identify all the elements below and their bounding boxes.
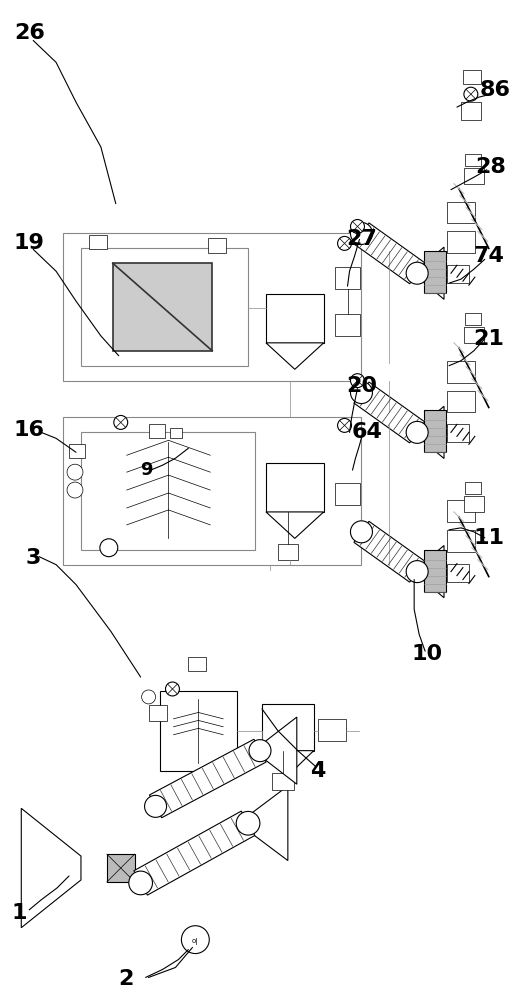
Circle shape bbox=[100, 539, 118, 557]
Bar bbox=[272, 773, 294, 790]
Polygon shape bbox=[266, 343, 324, 369]
Circle shape bbox=[67, 464, 83, 480]
Bar bbox=[464, 168, 484, 184]
Circle shape bbox=[406, 421, 428, 443]
Bar bbox=[447, 530, 475, 552]
Polygon shape bbox=[354, 223, 425, 284]
Bar bbox=[447, 202, 475, 223]
Bar bbox=[335, 314, 361, 336]
Bar bbox=[81, 432, 255, 550]
Text: 10: 10 bbox=[412, 644, 443, 664]
Circle shape bbox=[145, 795, 167, 817]
Circle shape bbox=[406, 561, 428, 583]
Text: o|: o| bbox=[192, 938, 199, 945]
Bar bbox=[464, 496, 484, 512]
Bar bbox=[424, 251, 446, 293]
Bar bbox=[447, 564, 469, 582]
Polygon shape bbox=[266, 512, 324, 538]
Circle shape bbox=[350, 220, 364, 233]
Polygon shape bbox=[419, 247, 444, 299]
Text: 64: 64 bbox=[352, 422, 383, 442]
Bar bbox=[170, 428, 182, 438]
Bar bbox=[424, 410, 446, 452]
Bar bbox=[262, 704, 313, 751]
Text: 16: 16 bbox=[13, 420, 45, 440]
Polygon shape bbox=[134, 811, 255, 895]
Bar bbox=[188, 657, 206, 671]
Polygon shape bbox=[21, 808, 81, 928]
Bar bbox=[447, 391, 475, 412]
Bar bbox=[266, 294, 324, 343]
Polygon shape bbox=[354, 382, 425, 443]
Circle shape bbox=[350, 382, 373, 404]
Text: 26: 26 bbox=[14, 23, 45, 43]
Bar bbox=[463, 70, 481, 84]
Bar bbox=[89, 235, 107, 249]
Circle shape bbox=[114, 415, 128, 429]
Bar bbox=[148, 705, 167, 721]
Bar bbox=[107, 854, 134, 882]
Bar bbox=[424, 550, 446, 592]
Bar bbox=[266, 463, 324, 512]
Polygon shape bbox=[248, 786, 288, 861]
Circle shape bbox=[142, 690, 156, 704]
Circle shape bbox=[464, 87, 478, 101]
Bar bbox=[447, 231, 475, 253]
Circle shape bbox=[350, 521, 373, 543]
Text: 19: 19 bbox=[14, 233, 45, 253]
Bar bbox=[208, 238, 226, 253]
Text: 1: 1 bbox=[11, 903, 27, 923]
Circle shape bbox=[337, 236, 351, 250]
Text: 9: 9 bbox=[140, 461, 153, 479]
Circle shape bbox=[67, 482, 83, 498]
Bar bbox=[69, 444, 85, 458]
Polygon shape bbox=[419, 406, 444, 458]
Bar bbox=[447, 265, 469, 283]
Text: 3: 3 bbox=[25, 548, 41, 568]
Bar bbox=[63, 233, 361, 381]
Bar bbox=[465, 313, 481, 325]
Text: 2: 2 bbox=[118, 969, 133, 989]
Polygon shape bbox=[419, 546, 444, 598]
Circle shape bbox=[350, 374, 364, 388]
Circle shape bbox=[129, 871, 153, 895]
Bar bbox=[447, 361, 475, 383]
Bar bbox=[461, 102, 481, 120]
Text: 28: 28 bbox=[475, 157, 506, 177]
Bar bbox=[278, 544, 298, 560]
Polygon shape bbox=[262, 717, 297, 784]
Circle shape bbox=[406, 262, 428, 284]
Bar bbox=[465, 154, 481, 166]
Circle shape bbox=[350, 222, 373, 244]
Circle shape bbox=[166, 682, 180, 696]
Bar bbox=[465, 482, 481, 494]
Text: 21: 21 bbox=[473, 329, 504, 349]
Polygon shape bbox=[149, 739, 266, 818]
Circle shape bbox=[337, 418, 351, 432]
Bar bbox=[335, 267, 361, 289]
Bar bbox=[81, 248, 248, 366]
Text: 74: 74 bbox=[473, 246, 504, 266]
Bar bbox=[464, 327, 484, 343]
Bar bbox=[318, 719, 346, 741]
Text: 86: 86 bbox=[479, 80, 510, 100]
Bar bbox=[159, 691, 237, 771]
Text: 27: 27 bbox=[346, 229, 377, 249]
Text: 4: 4 bbox=[310, 761, 325, 781]
Polygon shape bbox=[262, 751, 313, 776]
Polygon shape bbox=[354, 521, 425, 582]
Bar bbox=[148, 424, 165, 438]
Circle shape bbox=[236, 811, 260, 835]
Bar bbox=[447, 500, 475, 522]
Bar bbox=[113, 263, 212, 351]
Circle shape bbox=[249, 740, 271, 762]
Bar bbox=[63, 417, 361, 565]
Bar bbox=[335, 483, 361, 505]
Text: 11: 11 bbox=[473, 528, 504, 548]
Text: 20: 20 bbox=[346, 376, 377, 396]
Bar bbox=[447, 424, 469, 442]
Circle shape bbox=[182, 926, 209, 954]
